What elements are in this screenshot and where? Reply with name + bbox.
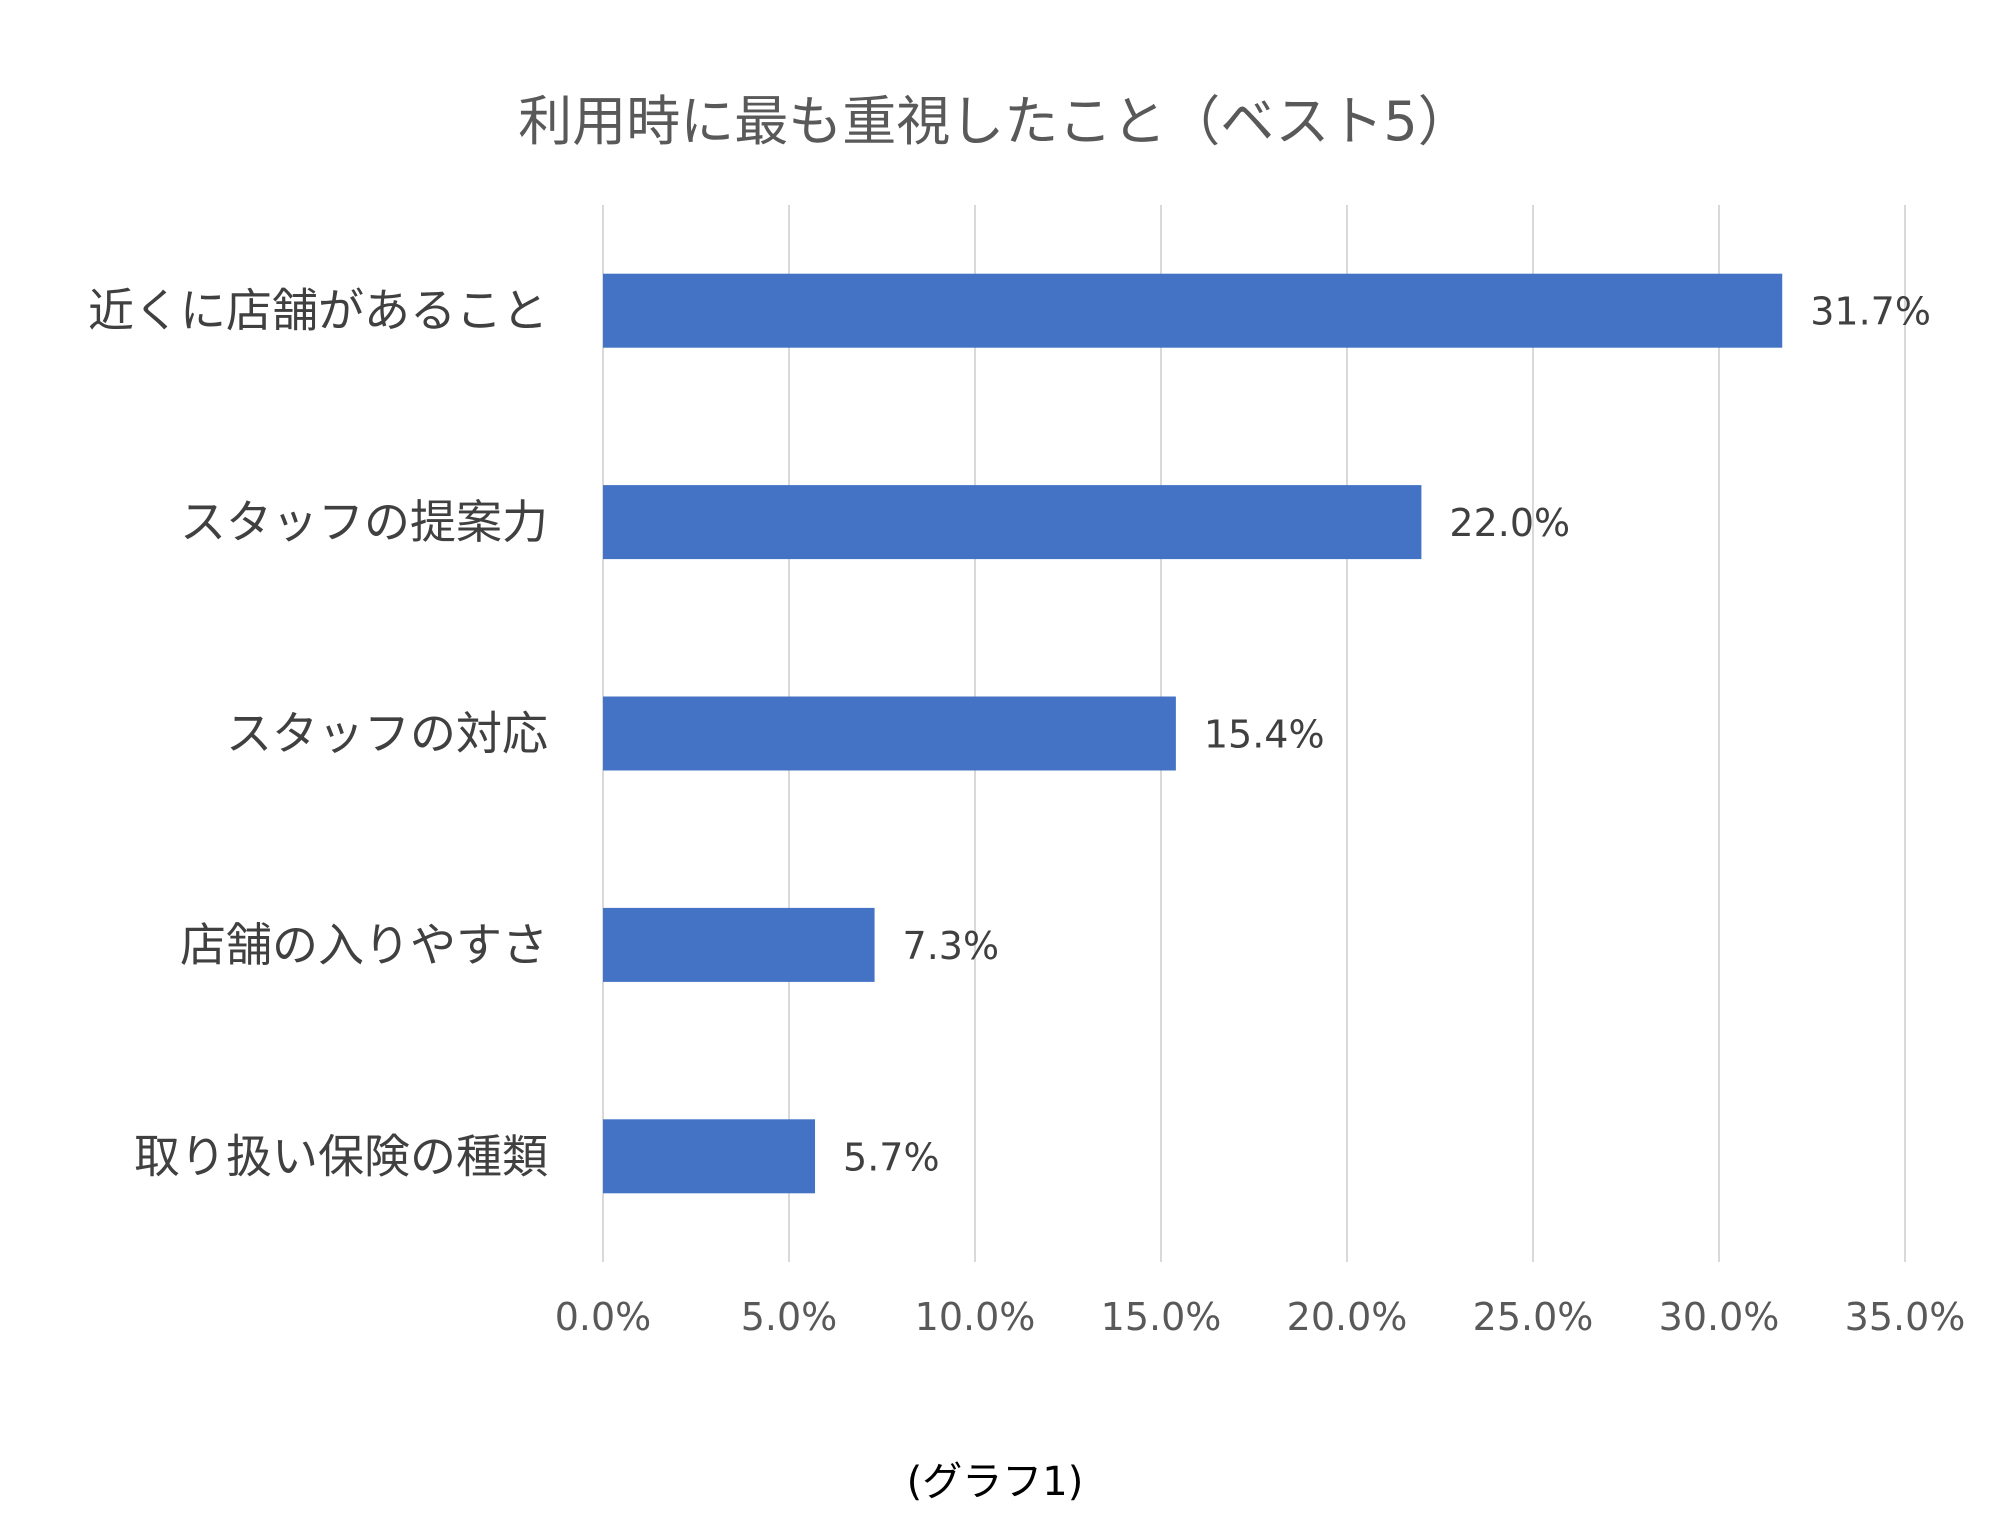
- bar: [603, 273, 1783, 348]
- data-label: 5.7%: [843, 1135, 940, 1179]
- x-tick-label: 5.0%: [741, 1295, 838, 1339]
- data-label: 22.0%: [1449, 501, 1570, 545]
- x-tick-label: 0.0%: [555, 1295, 652, 1339]
- category-label: スタッフの提案力: [180, 495, 548, 549]
- bar: [603, 1119, 816, 1194]
- category-label: 近くに店舗があること: [88, 284, 548, 338]
- x-tick-label: 25.0%: [1473, 1295, 1594, 1339]
- data-labels: 31.7% 22.0% 15.4% 7.3% 5.7%: [843, 290, 1931, 1180]
- x-tick-label: 30.0%: [1659, 1295, 1780, 1339]
- bar: [603, 485, 1422, 560]
- chart-caption: (グラフ1): [907, 1459, 1084, 1505]
- chart-title: 利用時に最も重視したこと（ベスト5）: [518, 90, 1471, 153]
- category-label: 店舗の入りやすさ: [180, 918, 548, 972]
- x-axis-tick-labels: 0.0% 5.0% 10.0% 15.0% 20.0% 25.0% 30.0% 35.0%: [555, 1295, 1966, 1339]
- data-label: 15.4%: [1204, 713, 1325, 757]
- category-label: 取り扱い保険の種類: [134, 1129, 548, 1183]
- data-label: 7.3%: [903, 924, 1000, 968]
- bar: [603, 907, 875, 982]
- x-tick-label: 15.0%: [1101, 1295, 1222, 1339]
- bars: [603, 273, 1783, 1194]
- category-labels: 近くに店舗があることスタッフの提案力スタッフの対応店舗の入りやすさ取り扱い保険の…: [88, 284, 548, 1184]
- bar: [603, 696, 1176, 771]
- category-label: スタッフの対応: [226, 707, 548, 761]
- data-label: 31.7%: [1810, 290, 1931, 334]
- x-tick-label: 35.0%: [1845, 1295, 1966, 1339]
- x-tick-label: 10.0%: [915, 1295, 1036, 1339]
- x-tick-label: 20.0%: [1287, 1295, 1408, 1339]
